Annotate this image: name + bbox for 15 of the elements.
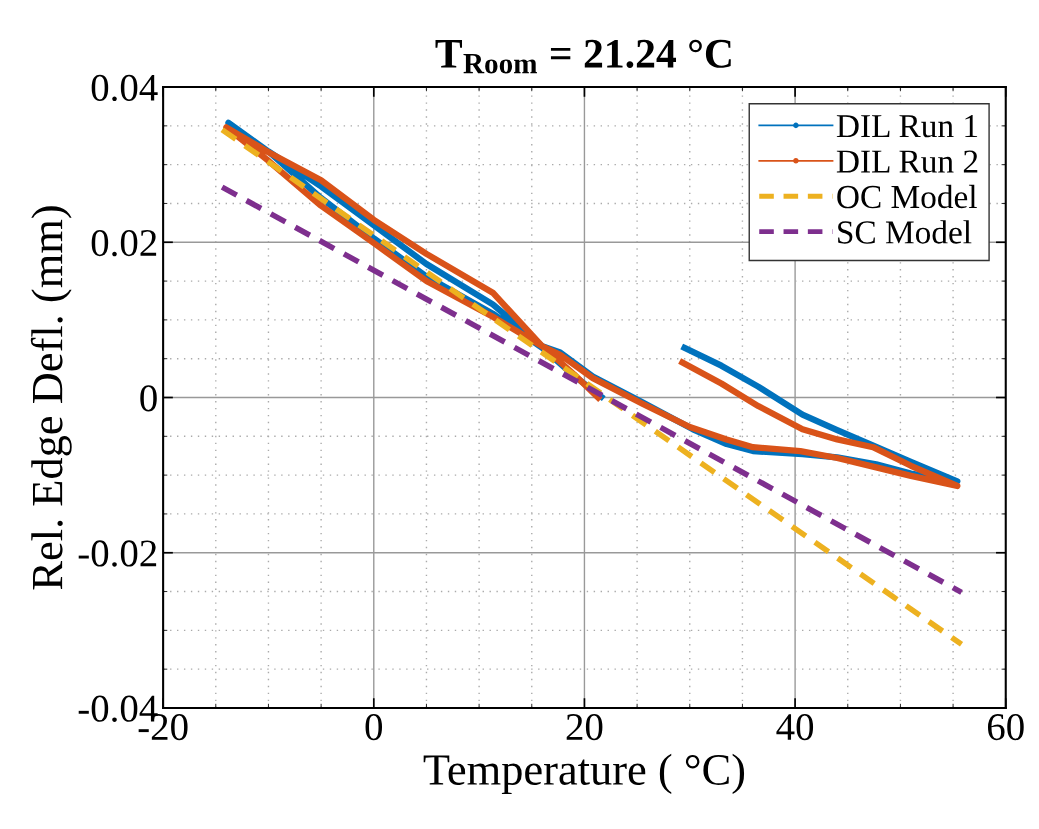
legend-label: OC Model: [837, 184, 977, 209]
legend-label: DIL Run 2: [836, 150, 978, 173]
legend-label: DIL Run 1: [836, 115, 978, 138]
y-tick-label: -0.02: [78, 540, 157, 567]
x-tick-label: 20: [566, 713, 603, 741]
y-tick-label: 0.04: [91, 74, 158, 102]
y-axis-title: Rel. Edge Defl. (mm): [30, 206, 72, 590]
x-tick-label: 40: [776, 713, 814, 741]
x-tick-label: 0: [365, 713, 383, 741]
x-axis-title: Temperature ( °C): [423, 753, 745, 794]
chart-title: T$_{Room}$ = 21.24 °C: [435, 39, 731, 74]
x-tick-label: 60: [987, 713, 1024, 741]
y-tick-label: 0: [140, 385, 157, 412]
y-tick-label: 0.02: [91, 229, 157, 257]
legend-label: SC Model: [838, 220, 972, 244]
